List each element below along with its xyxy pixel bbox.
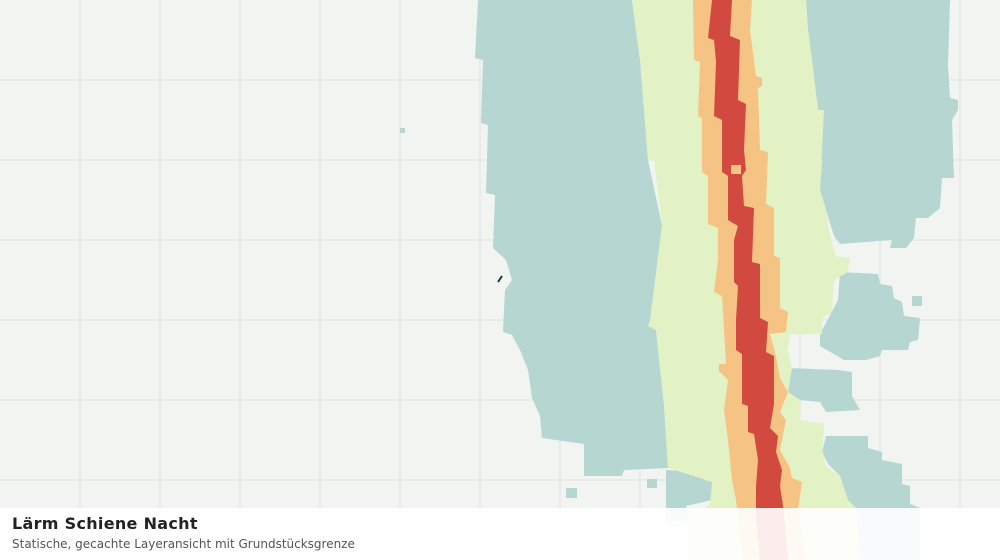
layer-title: Lärm Schiene Nacht	[12, 514, 198, 533]
noise-patch	[731, 165, 741, 174]
map-marker	[497, 275, 503, 283]
noise-patch	[719, 364, 729, 372]
layer-subtitle: Statische, gecachte Layeransicht mit Gru…	[12, 537, 355, 551]
noise-zone-low	[400, 0, 958, 560]
noise-zone-high	[708, 0, 788, 560]
info-panel: Lärm Schiene Nacht Statische, gecachte L…	[0, 508, 1000, 560]
